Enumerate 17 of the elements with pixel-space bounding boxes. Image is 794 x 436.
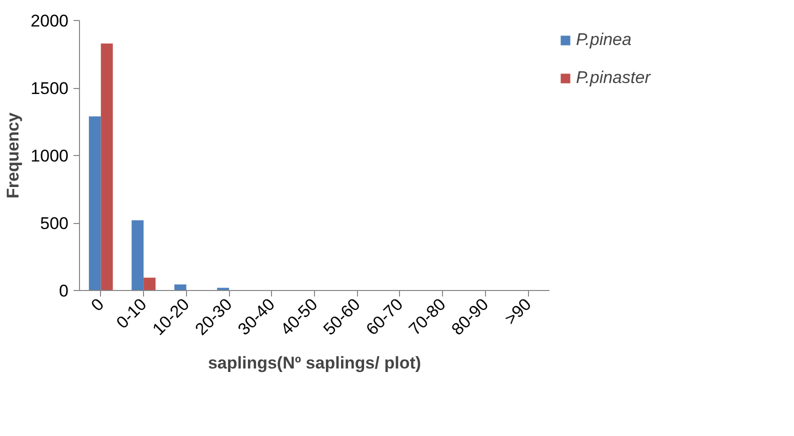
bar bbox=[88, 116, 101, 290]
bar bbox=[132, 220, 144, 290]
x-tick-label: >90 bbox=[501, 294, 535, 329]
bar bbox=[174, 284, 186, 290]
y-tick-label: 0 bbox=[59, 282, 69, 300]
y-tick-label: 1000 bbox=[30, 146, 69, 166]
y-tick-label: 2000 bbox=[30, 12, 69, 30]
legend-label: P.pinaster bbox=[576, 68, 650, 88]
y-tick-label: 1500 bbox=[30, 79, 69, 98]
y-tick-label: 500 bbox=[40, 214, 69, 233]
legend-label: P.pinea bbox=[576, 30, 632, 50]
bar bbox=[144, 278, 156, 290]
x-axis-title: saplings(Nº saplings/ plot) bbox=[208, 354, 422, 373]
x-tick-label: 0-10 bbox=[112, 294, 150, 332]
x-tick-label: 0 bbox=[87, 294, 108, 315]
bar bbox=[100, 43, 113, 290]
y-axis-title: Frequency bbox=[4, 112, 23, 198]
